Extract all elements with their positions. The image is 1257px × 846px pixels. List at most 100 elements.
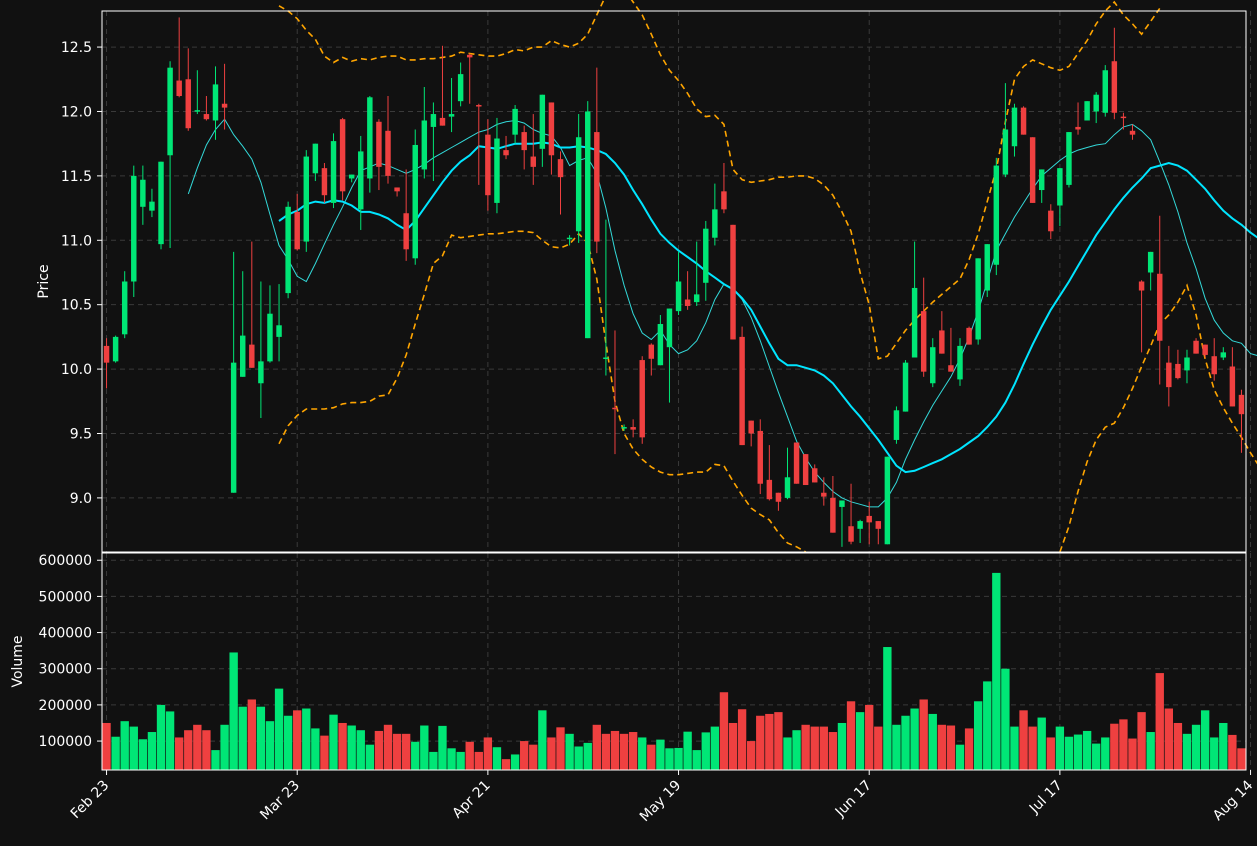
volume-bar [701, 732, 710, 770]
volume-bar [1119, 719, 1128, 770]
candle-body [984, 244, 990, 291]
volume-bar [892, 724, 901, 770]
volume-bar [910, 708, 919, 770]
candle-body [1175, 363, 1181, 379]
candle-body [1002, 129, 1009, 175]
candle-body [1220, 352, 1227, 358]
volume-bar [465, 741, 474, 770]
candle-body [539, 94, 546, 149]
volume-bar [592, 724, 602, 770]
volume-bar [574, 746, 583, 770]
candlestick-series [103, 17, 1245, 547]
candle-body [630, 427, 636, 430]
volume-tick-label: 500000 [39, 589, 92, 605]
candle-body [230, 362, 237, 493]
volume-bar [474, 751, 483, 770]
volume-bar [665, 748, 674, 770]
volume-bar [102, 722, 111, 770]
volume-bar [138, 739, 148, 770]
volume-bar [737, 709, 747, 770]
candle-body [957, 345, 963, 380]
volume-bar [1137, 712, 1146, 770]
candle-body [121, 281, 128, 335]
volume-bar [719, 692, 729, 770]
volume-bar [356, 730, 365, 770]
volume-tick-label: 400000 [39, 626, 92, 642]
volume-bar [547, 737, 556, 770]
volume-bar [265, 721, 275, 770]
volume-bar [238, 706, 247, 770]
volume-bar [601, 733, 611, 770]
candle-body [403, 213, 409, 250]
volume-bar [302, 708, 311, 770]
volume-bar [1128, 738, 1137, 770]
volume-bar [792, 730, 801, 770]
volume-bar [1064, 736, 1074, 770]
candle-body [1029, 137, 1036, 203]
volume-tick-label: 200000 [39, 698, 92, 714]
volume-bar [683, 731, 692, 770]
candle-body [793, 442, 800, 484]
volume-bar [129, 726, 138, 770]
candle-body [621, 427, 627, 429]
candle-body [1084, 101, 1090, 121]
volume-bar [946, 725, 956, 770]
candle-body [1238, 394, 1245, 415]
volume-bar [1146, 732, 1155, 770]
volume-bar [901, 715, 910, 770]
volume-bar [283, 715, 293, 770]
candle-body [485, 134, 491, 196]
volume-bar [383, 724, 393, 770]
candle-body [1048, 210, 1054, 232]
volume-bar [520, 741, 529, 770]
price-tick-label: 10.0 [61, 362, 92, 378]
volume-bar [1164, 708, 1174, 770]
candle-body [348, 174, 355, 179]
volume-bar [438, 725, 447, 770]
candle-body [1202, 344, 1208, 355]
candle-body [176, 80, 182, 97]
volume-bar [510, 754, 520, 770]
price-panel-grid [102, 11, 1252, 552]
candle-body [966, 327, 972, 345]
candle-body [1075, 126, 1081, 130]
price-tick-label: 11.5 [61, 169, 92, 185]
price-axis-label: Price [36, 264, 52, 298]
candle-body [512, 108, 518, 135]
candle-body [1011, 107, 1018, 147]
candle-body [830, 497, 836, 533]
volume-bar [583, 742, 592, 770]
price-tick-label: 10.5 [61, 298, 92, 314]
candle-body [993, 165, 1000, 265]
volume-bar [865, 704, 874, 770]
candle-body [466, 54, 473, 58]
volume-bar [1001, 668, 1010, 770]
candle-body [140, 179, 146, 207]
candle-body [657, 324, 664, 366]
volume-bar [1028, 726, 1037, 770]
volume-tick-label: 300000 [39, 662, 92, 678]
candle-body [430, 114, 437, 127]
volume-bar [1191, 724, 1201, 770]
volume-bar [1110, 723, 1119, 770]
candle-body [939, 330, 945, 354]
volume-bar [229, 652, 238, 770]
candle-body [267, 313, 273, 362]
candle-body [367, 97, 373, 179]
candle-body [748, 420, 754, 434]
price-tick-label: 12.5 [61, 40, 92, 56]
volume-bar [401, 733, 411, 770]
volume-bar [783, 737, 792, 770]
candle-body [920, 311, 927, 372]
candle-body [530, 156, 536, 167]
volume-bar [756, 715, 765, 770]
volume-bar [828, 732, 838, 770]
volume-bar [420, 725, 429, 770]
candle-body [131, 175, 137, 282]
candle-body [648, 344, 655, 359]
candle-body [1038, 169, 1045, 191]
candle-body [376, 121, 382, 167]
volume-bar [801, 724, 810, 770]
volume-bar [710, 726, 720, 770]
candle-body [276, 325, 282, 337]
